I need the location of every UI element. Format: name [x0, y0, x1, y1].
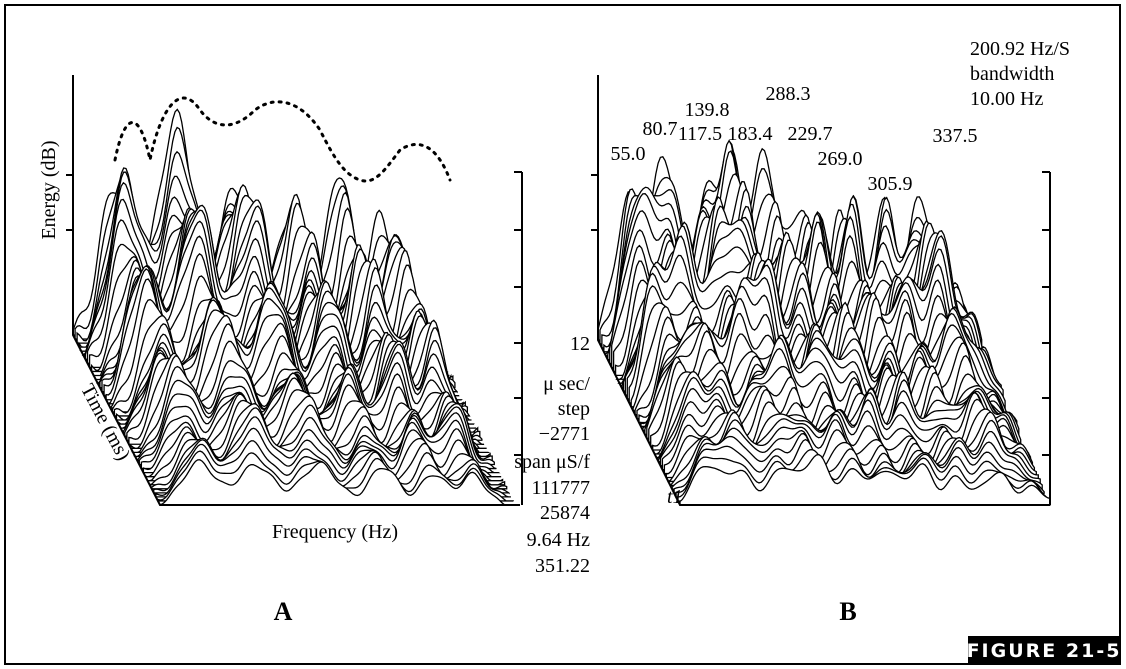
peak-label: 269.0 [818, 148, 863, 170]
side-label: 111777 [531, 477, 590, 499]
waterfall-a [72, 108, 516, 506]
peak-label: 229.7 [788, 123, 833, 145]
peak-label: 288.3 [766, 83, 811, 105]
x-label: Frequency (Hz) [272, 521, 398, 543]
side-label: 12 [570, 333, 590, 355]
peak-label: 305.9 [868, 173, 913, 195]
figure-badge [968, 636, 1121, 664]
figure-label: FIGURE 21-5 [967, 640, 1122, 662]
side-label: step [558, 398, 590, 420]
side-label: 25874 [540, 502, 590, 524]
peak-label: 55.0 [611, 143, 646, 165]
peak-label: 183.4 [728, 123, 773, 145]
setting-label: 10.00 Hz [970, 88, 1043, 110]
side-label: −2771 [539, 423, 590, 445]
peak-label: 80.7 [643, 118, 678, 140]
y-label: Energy (dB) [38, 140, 60, 239]
ticks [66, 171, 1050, 456]
setting-label: bandwidth [970, 63, 1054, 85]
axes-a [72, 75, 520, 506]
side-label: 351.22 [535, 555, 590, 577]
peak-label: 139.8 [685, 99, 730, 121]
peak-label: 117.5 [678, 123, 722, 145]
axes-b [597, 75, 1050, 506]
right-axes [521, 172, 1051, 505]
trace [679, 453, 1051, 506]
waterfall-b [597, 139, 1051, 506]
peak-label: 337.5 [933, 125, 978, 147]
setting-label: 200.92 Hz/S [970, 38, 1070, 60]
side-label: span μS/f [514, 451, 590, 473]
side-label: μ sec/ [543, 373, 590, 395]
trace [159, 459, 516, 506]
trace-label: t1 [667, 486, 683, 508]
side-label: 9.64 Hz [527, 529, 590, 551]
panel-letter: A [274, 597, 293, 626]
panel-letter: B [839, 597, 856, 626]
